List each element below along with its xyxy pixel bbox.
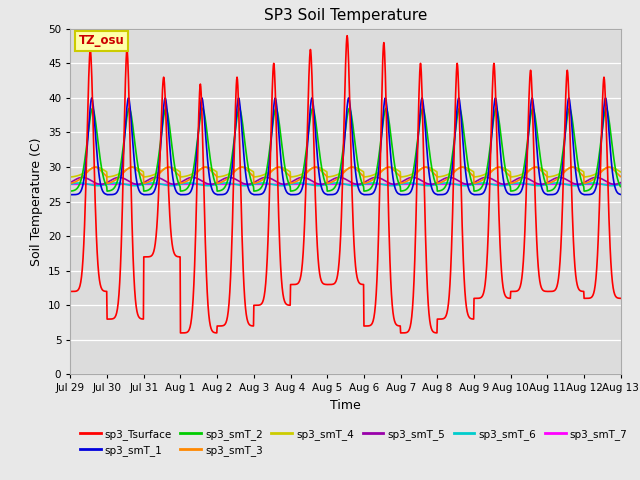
sp3_smT_4 bbox=[67, 174, 74, 180]
sp3_smT_6 bbox=[504, 182, 511, 188]
sp3_smT_1 bbox=[503, 189, 511, 195]
sp3_smT_6 bbox=[67, 181, 74, 187]
sp3_smT_6 bbox=[94, 183, 102, 189]
sp3_smT_4 bbox=[189, 171, 197, 177]
sp3_smT_2 bbox=[503, 174, 511, 180]
sp3_Tsurface bbox=[175, 254, 183, 260]
X-axis label: Time: Time bbox=[330, 399, 361, 412]
sp3_smT_4 bbox=[176, 168, 184, 174]
Line: sp3_smT_1: sp3_smT_1 bbox=[70, 98, 620, 195]
Line: sp3_Tsurface: sp3_Tsurface bbox=[70, 36, 620, 333]
sp3_Tsurface bbox=[177, 330, 184, 336]
sp3_smT_1 bbox=[431, 191, 439, 196]
sp3_smT_6 bbox=[616, 181, 624, 187]
Title: SP3 Soil Temperature: SP3 Soil Temperature bbox=[264, 9, 428, 24]
sp3_smT_5 bbox=[176, 180, 184, 186]
sp3_smT_5 bbox=[616, 180, 624, 186]
sp3_smT_7 bbox=[431, 181, 438, 187]
sp3_smT_4 bbox=[503, 167, 511, 173]
sp3_smT_2 bbox=[89, 106, 97, 111]
sp3_smT_1 bbox=[88, 95, 95, 101]
sp3_smT_5 bbox=[431, 180, 439, 186]
sp3_smT_1 bbox=[616, 192, 624, 197]
sp3_smT_1 bbox=[67, 192, 74, 198]
sp3_Tsurface bbox=[343, 33, 351, 38]
sp3_smT_2 bbox=[67, 188, 74, 194]
sp3_smT_4 bbox=[616, 169, 624, 175]
sp3_smT_1 bbox=[251, 192, 259, 198]
Line: sp3_smT_5: sp3_smT_5 bbox=[70, 178, 620, 184]
sp3_smT_1 bbox=[552, 191, 559, 197]
sp3_smT_3 bbox=[176, 173, 184, 179]
sp3_smT_7 bbox=[250, 181, 258, 187]
sp3_smT_1 bbox=[176, 192, 184, 197]
sp3_smT_7 bbox=[502, 181, 510, 187]
sp3_Tsurface bbox=[504, 295, 511, 300]
sp3_smT_3 bbox=[67, 180, 74, 186]
sp3_Tsurface bbox=[67, 288, 74, 294]
sp3_smT_5 bbox=[79, 175, 86, 180]
sp3_smT_6 bbox=[552, 180, 559, 186]
sp3_smT_7 bbox=[67, 181, 74, 187]
sp3_Tsurface bbox=[616, 296, 624, 301]
sp3_smT_3 bbox=[552, 177, 559, 183]
sp3_smT_4 bbox=[93, 164, 100, 170]
sp3_smT_2 bbox=[431, 180, 439, 185]
Line: sp3_smT_4: sp3_smT_4 bbox=[70, 167, 620, 177]
sp3_smT_7 bbox=[175, 181, 183, 187]
sp3_smT_7 bbox=[551, 181, 559, 187]
sp3_smT_6 bbox=[176, 181, 184, 187]
sp3_Tsurface bbox=[189, 296, 197, 302]
sp3_Tsurface bbox=[431, 330, 439, 336]
sp3_smT_1 bbox=[189, 181, 197, 187]
sp3_smT_3 bbox=[251, 180, 259, 186]
sp3_smT_5 bbox=[504, 181, 511, 187]
sp3_smT_3 bbox=[431, 172, 439, 178]
sp3_smT_4 bbox=[431, 168, 439, 174]
sp3_Tsurface bbox=[251, 302, 259, 308]
sp3_smT_5 bbox=[189, 175, 197, 180]
sp3_Tsurface bbox=[552, 286, 559, 292]
sp3_smT_3 bbox=[91, 164, 99, 170]
sp3_smT_4 bbox=[552, 173, 559, 179]
sp3_smT_6 bbox=[76, 180, 83, 186]
sp3_smT_3 bbox=[616, 174, 624, 180]
sp3_smT_5 bbox=[97, 181, 105, 187]
sp3_smT_2 bbox=[251, 188, 259, 194]
sp3_smT_6 bbox=[189, 180, 197, 186]
sp3_smT_4 bbox=[251, 174, 259, 180]
sp3_smT_2 bbox=[552, 184, 559, 190]
sp3_smT_3 bbox=[503, 170, 511, 176]
sp3_smT_2 bbox=[189, 168, 197, 174]
Text: TZ_osu: TZ_osu bbox=[79, 35, 124, 48]
sp3_smT_7 bbox=[189, 181, 196, 187]
sp3_smT_5 bbox=[67, 180, 74, 185]
sp3_smT_2 bbox=[176, 183, 184, 189]
Legend: sp3_Tsurface, sp3_smT_1, sp3_smT_2, sp3_smT_3, sp3_smT_4, sp3_smT_5, sp3_smT_6, : sp3_Tsurface, sp3_smT_1, sp3_smT_2, sp3_… bbox=[76, 424, 632, 460]
sp3_smT_3 bbox=[189, 174, 197, 180]
Line: sp3_smT_6: sp3_smT_6 bbox=[70, 183, 620, 186]
Y-axis label: Soil Temperature (C): Soil Temperature (C) bbox=[29, 137, 43, 266]
Line: sp3_smT_2: sp3_smT_2 bbox=[70, 108, 620, 191]
sp3_smT_7 bbox=[616, 181, 624, 187]
sp3_smT_2 bbox=[616, 184, 624, 190]
sp3_smT_5 bbox=[552, 175, 559, 181]
Line: sp3_smT_3: sp3_smT_3 bbox=[70, 167, 620, 183]
sp3_smT_5 bbox=[251, 179, 259, 185]
sp3_smT_6 bbox=[431, 182, 439, 188]
sp3_smT_6 bbox=[251, 181, 259, 187]
